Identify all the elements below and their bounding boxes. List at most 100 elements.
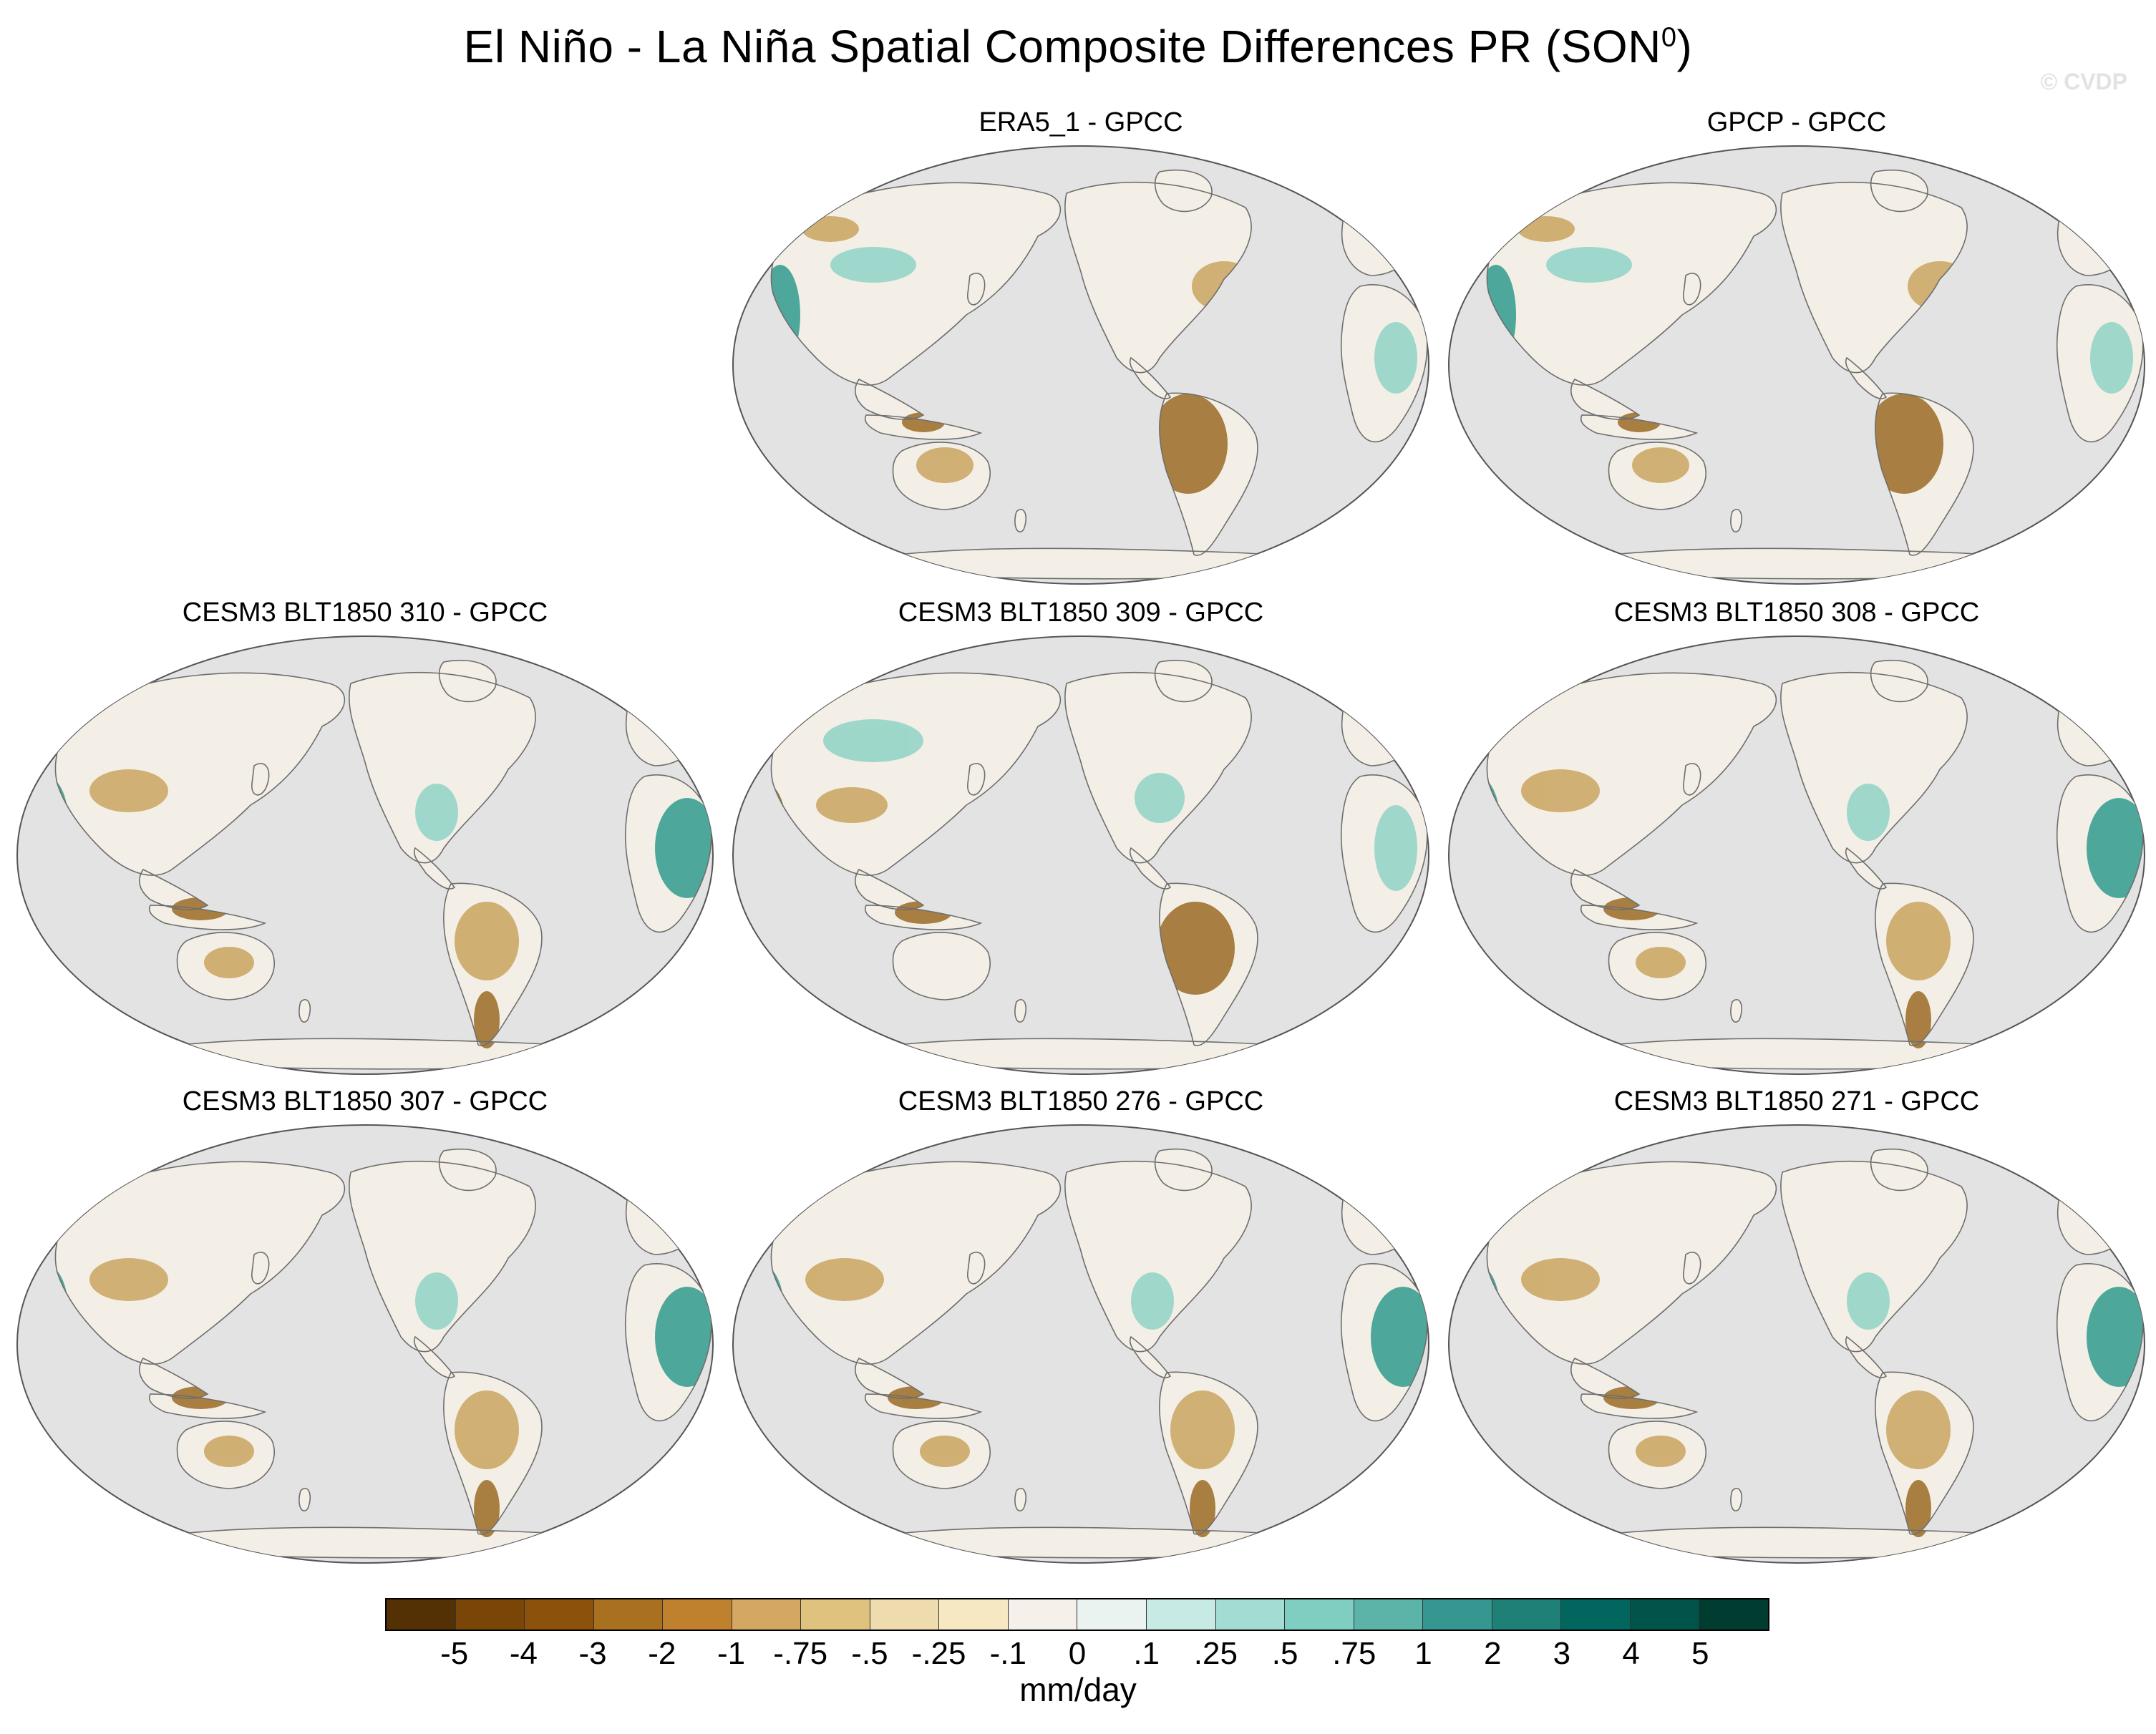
land-north-america — [1064, 182, 1252, 373]
land-central-america — [1130, 848, 1170, 890]
land-europe — [626, 692, 701, 766]
land-japan — [1683, 273, 1701, 305]
precip-anomaly-patch — [1546, 247, 1632, 283]
land-japan — [967, 1252, 985, 1284]
map-panel: ERA5_1 - GPCC — [730, 107, 1432, 608]
land-central-america — [414, 848, 455, 890]
colorbar-tick-label: .5 — [1271, 1636, 1298, 1671]
colorbar-units: mm/day — [1019, 1671, 1137, 1708]
land-new-zealand — [1014, 999, 1026, 1023]
coastline — [251, 763, 270, 796]
coastline — [1159, 392, 1258, 556]
precip-anomaly-patch — [1636, 1436, 1686, 1467]
coastline — [1580, 1393, 1699, 1419]
land-asia — [1487, 673, 1777, 876]
land-north-america — [1780, 1161, 1968, 1352]
coastline — [967, 1252, 986, 1285]
precip-anomaly-patch — [920, 1436, 970, 1467]
precip-anomaly-patch — [830, 247, 916, 283]
precip-anomaly-patch — [1865, 394, 1943, 494]
colorbar-tick-label: -.75 — [773, 1636, 828, 1671]
precip-anomaly-patch — [1905, 991, 1931, 1048]
coastline — [413, 1335, 456, 1378]
land-europe — [1341, 202, 1417, 276]
colorbar-tick-label: .75 — [1332, 1636, 1376, 1671]
land-central-america — [1845, 358, 1886, 399]
title-superscript: 0 — [1661, 22, 1677, 53]
coastline — [1780, 1160, 1968, 1353]
coastline — [1875, 1371, 1974, 1535]
cvdp-watermark: © CVDP — [2040, 69, 2127, 94]
precip-anomaly-patch — [1847, 1272, 1890, 1330]
precip-anomaly-patch — [1374, 805, 1417, 891]
land-europe — [1341, 692, 1417, 766]
precip-anomaly-patch — [1521, 1258, 1600, 1301]
precip-anomaly-patch — [805, 1258, 884, 1301]
precip-anomaly-patch — [1371, 1287, 1427, 1387]
coastline — [1875, 392, 1974, 556]
precip-anomaly-patch — [2087, 1287, 2143, 1387]
land-central-america — [1130, 358, 1170, 399]
land-new-zealand — [298, 1488, 311, 1511]
coastline — [149, 905, 267, 930]
coastline — [892, 442, 991, 510]
land-japan — [1683, 1252, 1701, 1284]
coastline — [1845, 847, 1888, 890]
precip-anomaly-patch — [1636, 947, 1686, 978]
land-asia — [55, 1161, 345, 1365]
precip-anomaly-patch — [204, 947, 254, 978]
coastline — [1780, 671, 1968, 864]
coastline — [1875, 882, 1974, 1046]
colorbar-tick-label: -1 — [717, 1636, 746, 1671]
land-japan — [251, 763, 269, 795]
coastline — [1845, 1335, 1888, 1378]
precip-anomaly-patch — [2090, 322, 2133, 394]
coastline — [139, 868, 209, 910]
land-greenland — [1155, 170, 1213, 212]
coastline — [1608, 442, 1706, 510]
land-north-america — [1780, 182, 1968, 373]
coastline — [1780, 181, 1968, 374]
precip-anomaly-patch — [655, 798, 712, 898]
coastline — [1014, 509, 1027, 532]
coastline — [349, 671, 536, 864]
coastline — [176, 932, 275, 1000]
colorbar-tick-label: 2 — [1483, 1636, 1502, 1671]
colorbar-tick-label: -5 — [440, 1636, 469, 1671]
coastline — [1159, 1371, 1258, 1535]
panel-title: CESM3 BLT1850 309 - GPCC — [898, 598, 1264, 628]
coastline — [855, 868, 925, 910]
coastline — [1608, 932, 1706, 1000]
coastline — [892, 1421, 991, 1489]
precip-anomaly-patch — [455, 1390, 519, 1469]
precip-anomaly-patch — [816, 787, 888, 823]
panel-title: ERA5_1 - GPCC — [979, 107, 1183, 137]
coastline — [149, 1393, 267, 1419]
colorbar-swatch — [1285, 1599, 1354, 1630]
coastline — [1159, 882, 1258, 1046]
land-greenland — [439, 1149, 497, 1191]
coastline — [1870, 1148, 1928, 1192]
coastline — [1683, 273, 1701, 306]
precip-anomaly-patch — [1905, 1480, 1931, 1537]
colorbar-tick-label: -2 — [648, 1636, 676, 1671]
colorbar-swatch — [732, 1599, 802, 1630]
land-north-america — [1780, 672, 1968, 863]
coastline — [54, 1161, 346, 1365]
colorbar-swatch — [593, 1599, 664, 1630]
coastline — [1486, 672, 1777, 876]
coastline — [443, 1371, 543, 1535]
land-new-zealand — [1730, 1488, 1742, 1511]
colorbar-swatch — [1699, 1599, 1768, 1630]
colorbar-tick-label: 4 — [1622, 1636, 1640, 1671]
land-japan — [967, 763, 985, 795]
precip-anomaly-patch — [1170, 1390, 1235, 1469]
coastline — [1870, 169, 1928, 213]
panel-title: CESM3 BLT1850 308 - GPCC — [1613, 598, 1980, 628]
precip-anomaly-patch — [204, 1436, 254, 1467]
colorbar-swatch — [663, 1599, 732, 1630]
colorbar-swatch — [1492, 1599, 1562, 1630]
coastline — [349, 1160, 536, 1353]
precip-anomaly-patch — [89, 769, 168, 812]
colorbar-tick-label: 5 — [1691, 1636, 1709, 1671]
